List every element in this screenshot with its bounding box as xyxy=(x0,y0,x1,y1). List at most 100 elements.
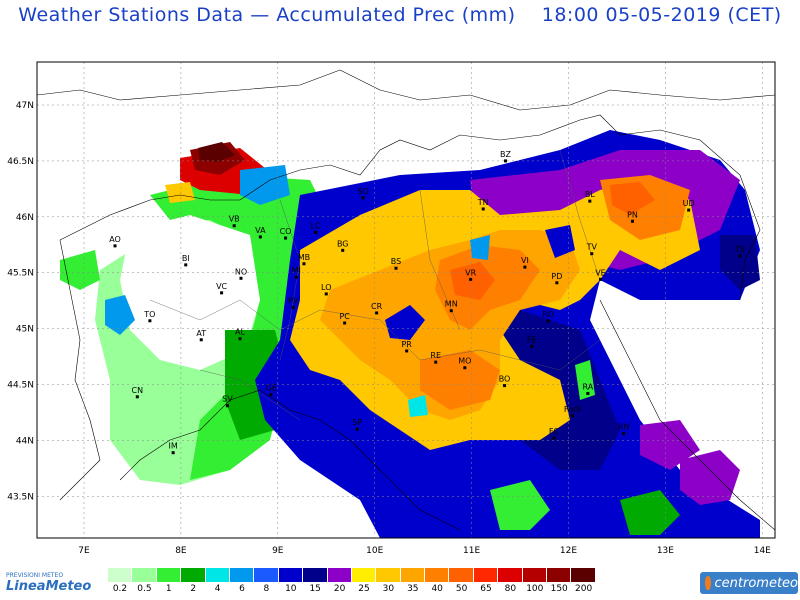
legend-swatch xyxy=(132,568,157,582)
city-marker: CN xyxy=(132,386,143,399)
city-dot xyxy=(530,344,534,348)
city-label: TO xyxy=(143,310,155,319)
city-marker: MI xyxy=(292,266,301,279)
legend-label: 50 xyxy=(455,584,468,594)
city-label: PC xyxy=(339,312,350,321)
city-marker: UD xyxy=(683,199,695,212)
latitude-axis: 47N 46.5N 46N 45.5N 45N 44.5N 44N 43.5N xyxy=(7,101,34,502)
legend-swatch xyxy=(400,568,426,582)
city-label: LC xyxy=(311,221,321,230)
precipitation-field xyxy=(60,130,760,538)
city-dot xyxy=(302,262,306,266)
city-dot xyxy=(341,248,345,252)
lat-tick-label: 45N xyxy=(16,325,34,335)
legend-label: 25 xyxy=(358,584,370,594)
legend-swatch xyxy=(376,568,401,582)
lon-tick-label: 13E xyxy=(657,546,674,556)
centrometeo-logo: centrometeo xyxy=(700,572,798,594)
city-label: UD xyxy=(683,199,695,208)
city-marker: IM xyxy=(169,442,178,455)
color-legend-labels: 0.2 0.5 1 2 4 6 8 10 15 20 25 30 35 40 50 65 80 100 150 200 xyxy=(108,584,718,598)
city-dot xyxy=(555,281,559,285)
city-marker: PC xyxy=(339,312,350,325)
city-marker: BL xyxy=(585,190,595,203)
city-label: NO xyxy=(235,267,247,276)
city-dot xyxy=(687,208,691,212)
city-marker: PV xyxy=(288,296,299,309)
city-label: RO xyxy=(542,310,554,319)
city-marker: PR xyxy=(401,340,412,353)
city-marker: SP xyxy=(352,418,362,431)
city-dot xyxy=(630,219,634,223)
city-label: TS xyxy=(734,245,745,254)
legend-swatch xyxy=(181,568,206,582)
city-label: VB xyxy=(229,215,240,224)
city-dot xyxy=(469,277,473,281)
city-label: RE xyxy=(430,351,441,360)
city-label: AL xyxy=(235,328,245,337)
city-dot xyxy=(570,414,574,418)
city-dot xyxy=(434,360,438,364)
city-dot xyxy=(239,276,243,280)
city-label: SP xyxy=(352,418,362,427)
city-marker: VC xyxy=(216,282,228,295)
legend-label: 20 xyxy=(333,584,346,594)
city-dot xyxy=(738,254,742,258)
graticule xyxy=(37,62,775,538)
city-dot xyxy=(171,451,175,455)
city-dot xyxy=(449,309,453,313)
legend-swatch xyxy=(205,568,230,582)
city-marker: SO xyxy=(357,187,369,200)
city-dot xyxy=(523,265,527,269)
lon-tick-label: 8E xyxy=(175,546,187,556)
city-marker: VE xyxy=(595,268,606,281)
city-marker: AL xyxy=(235,328,246,341)
city-dot xyxy=(375,311,379,315)
city-marker: MB xyxy=(298,253,310,266)
city-dot xyxy=(284,236,288,240)
city-label: TN xyxy=(477,198,489,207)
city-marker: CO xyxy=(280,227,291,240)
city-dot xyxy=(199,338,203,342)
city-marker: CR xyxy=(371,302,383,315)
city-dot xyxy=(184,263,188,267)
city-marker: AO xyxy=(109,235,121,248)
city-marker: BG xyxy=(337,239,348,252)
logo-right-name: centrometeo xyxy=(714,575,799,591)
lat-tick-label: 46N xyxy=(16,213,34,223)
city-label: VR xyxy=(465,268,476,277)
city-marker: RO xyxy=(542,310,554,323)
legend-label: 35 xyxy=(407,584,419,594)
legend-swatch xyxy=(254,568,279,582)
city-dot xyxy=(225,404,229,408)
legend-label: 40 xyxy=(431,584,443,594)
legend-swatch xyxy=(156,568,182,582)
city-dot xyxy=(590,252,594,256)
legend-label: 65 xyxy=(480,584,492,594)
city-label: IM xyxy=(169,442,178,451)
city-dot xyxy=(343,321,347,325)
lon-tick-label: 14E xyxy=(754,546,771,556)
lat-tick-label: 45.5N xyxy=(7,269,34,279)
city-dot xyxy=(394,266,398,270)
legend-label: 2 xyxy=(190,584,197,594)
city-dot xyxy=(258,235,262,239)
lon-tick-label: 7E xyxy=(78,546,90,556)
city-label: PV xyxy=(288,296,299,305)
color-legend xyxy=(108,568,596,582)
city-dot xyxy=(232,224,236,228)
city-marker: VB xyxy=(229,215,240,228)
lat-tick-label: 44N xyxy=(16,436,34,446)
legend-swatch xyxy=(425,568,450,582)
legend-label: 8 xyxy=(263,584,270,594)
city-dot xyxy=(113,244,117,248)
city-label: VI xyxy=(521,256,529,265)
city-label: LO xyxy=(321,283,331,292)
city-marker: TO xyxy=(143,310,155,323)
city-label: VC xyxy=(216,282,227,291)
city-label: MI xyxy=(292,266,301,275)
city-label: VA xyxy=(255,226,266,235)
legend-label: 10 xyxy=(285,584,297,594)
city-marker: LC xyxy=(311,221,321,234)
